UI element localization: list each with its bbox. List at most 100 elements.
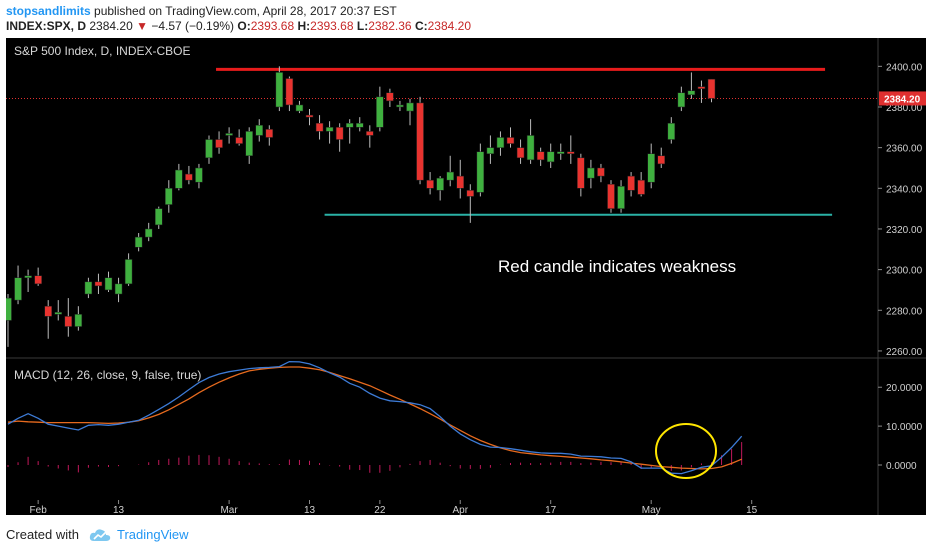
candle-body (366, 131, 374, 136)
last-price-badge (879, 91, 926, 106)
candle-body (104, 277, 113, 291)
candle-body (195, 167, 203, 183)
candle-body (687, 90, 696, 96)
candle-body (255, 125, 263, 136)
candle-body (426, 179, 434, 189)
tradingview-cloud-icon (89, 528, 111, 541)
price-tick-label: 2340.00 (886, 184, 923, 195)
candle-body (707, 78, 716, 99)
candle-body (114, 283, 123, 295)
candle-body (124, 259, 133, 285)
candle-body (406, 102, 414, 112)
price-tick-label: 2260.00 (886, 347, 923, 358)
candle-body (496, 137, 505, 148)
candle-body (335, 127, 344, 140)
author-link[interactable]: stopsandlimits (6, 4, 91, 18)
price-chart-title: S&P 500 Index, D, INDEX-CBOE (14, 44, 191, 58)
candle-body (587, 167, 595, 179)
candle-body (54, 312, 62, 315)
price-tick-label: 2280.00 (886, 306, 923, 317)
candle-body (396, 104, 404, 108)
time-tick-label: 13 (304, 505, 316, 515)
change-arrow-icon: ▼ (136, 19, 148, 33)
low-value: 2382.36 (368, 19, 412, 33)
price-and-macd-chart[interactable]: 2260.00 2280.00 2300.00 2320.00 2340.00 2360.… (6, 38, 926, 515)
candle-body (94, 281, 103, 287)
candle-body (386, 92, 394, 102)
price-tick-label: 2300.00 (886, 266, 923, 277)
time-tick-label: Feb (30, 505, 48, 515)
price-tick-label: 2380.00 (886, 103, 923, 114)
last-price-badge-label: 2384.20 (884, 94, 921, 105)
candle-body (245, 131, 253, 157)
close-value: 2384.20 (427, 19, 472, 33)
candle-body (557, 151, 565, 154)
candle-body (577, 157, 585, 189)
candle-body (305, 114, 314, 118)
candle-body (567, 151, 575, 154)
candle-body (657, 155, 665, 165)
candle-body (546, 151, 555, 163)
candle-body (34, 275, 42, 285)
annotation-text: Red candle indicates weakness (498, 257, 736, 276)
candle-body (677, 92, 686, 108)
last-price: 2384.20 (89, 19, 133, 33)
candle-body (6, 297, 12, 321)
candle-body (14, 277, 22, 301)
publish-text: published on TradingView.com, April 28, … (94, 4, 397, 18)
tradingview-link[interactable]: TradingView (116, 527, 189, 542)
macd-tick-label: 20.0000 (886, 383, 923, 394)
time-tick-label: 15 (746, 505, 758, 515)
candle-body (235, 137, 243, 144)
price-tick-label: 2320.00 (886, 225, 923, 236)
candle-body (325, 127, 334, 132)
price-tick-label: 2360.00 (886, 144, 923, 155)
candle-body (376, 96, 384, 128)
candle-body (185, 173, 193, 181)
macd-chart-title: MACD (12, 26, close, 9, false, true) (14, 368, 201, 382)
candle-body (265, 129, 274, 138)
time-tick-label: Mar (220, 505, 238, 515)
open-label: O: (237, 19, 251, 33)
ohlc-legend: INDEX:SPX, D 2384.20 ▼ −4.57 (−0.19%) O:… (6, 19, 471, 33)
candle-body (607, 183, 615, 209)
candle-body (144, 228, 153, 238)
chart-panel[interactable]: 2260.00 2280.00 2300.00 2320.00 2340.00 2360.… (6, 38, 926, 515)
publish-info: stopsandlimits published on TradingView.… (6, 4, 397, 18)
candle-body (667, 123, 676, 140)
signal-line (7, 366, 742, 470)
candle-body (516, 147, 525, 159)
open-value: 2393.68 (250, 19, 295, 33)
candle-body (285, 78, 294, 106)
candle-body (155, 208, 163, 226)
candle-body (356, 123, 364, 128)
candle-body (506, 137, 515, 144)
time-tick-label: 22 (374, 505, 386, 515)
candle-body (275, 72, 284, 108)
macd-line (7, 360, 743, 475)
candle-body (295, 104, 304, 112)
high-value: 2393.68 (310, 19, 354, 33)
symbol-label: INDEX:SPX, D (6, 19, 87, 33)
change-value: −4.57 (−0.19%) (151, 19, 235, 33)
macd-tick-label: 0.0000 (886, 461, 917, 472)
candle-body (597, 167, 605, 177)
time-tick-label: Apr (452, 505, 468, 515)
callout-circle (655, 423, 717, 479)
created-with-label: Created with (6, 527, 79, 542)
candle-body (436, 177, 444, 191)
candle-body (627, 175, 635, 191)
candle-body (486, 147, 495, 154)
candle-body (345, 123, 354, 128)
time-tick-label: 17 (545, 505, 557, 515)
price-tick-label: 2400.00 (886, 62, 923, 73)
candle-body (205, 139, 213, 159)
close-label: C: (414, 19, 428, 33)
candle-body (64, 316, 73, 327)
candle-body (526, 135, 535, 161)
candle-body (536, 151, 545, 161)
candle-body (416, 102, 424, 181)
candle-body (637, 179, 645, 195)
candle-body (647, 153, 655, 183)
time-tick-label: 13 (113, 505, 125, 515)
